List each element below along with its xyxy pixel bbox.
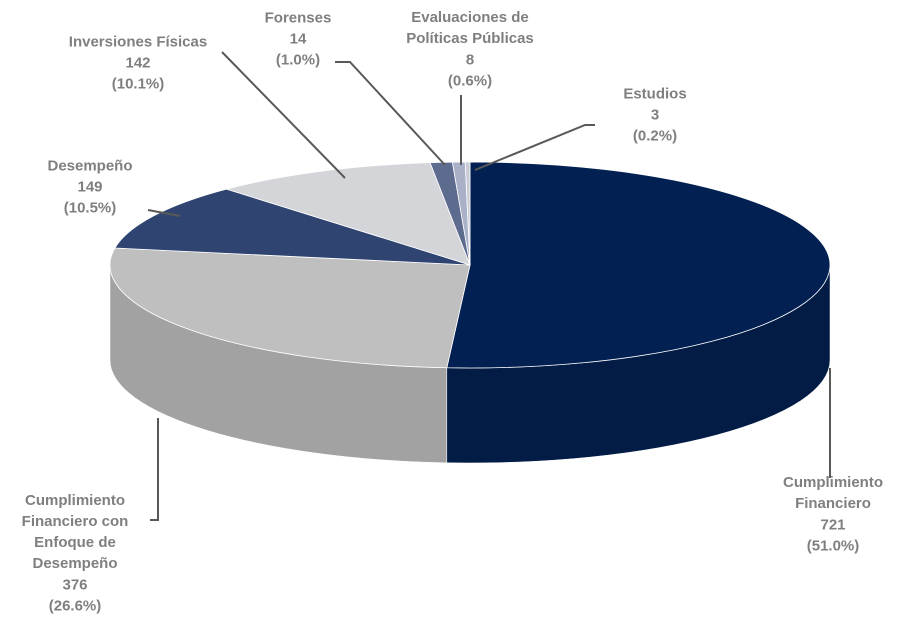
slice bbox=[114, 188, 471, 266]
label-name: Cumplimiento Financiero bbox=[783, 474, 883, 512]
slice bbox=[225, 162, 471, 266]
label-name: Evaluaciones de Políticas Públicas bbox=[406, 9, 534, 47]
label-percent: (10.1%) bbox=[112, 75, 165, 92]
label-name: Desempeño bbox=[47, 157, 132, 174]
label-name: Forenses bbox=[265, 9, 332, 26]
data-label: Inversiones Físicas 142 (10.1%) bbox=[69, 33, 207, 92]
label-percent: (0.2%) bbox=[633, 127, 677, 144]
label-percent: (1.0%) bbox=[276, 51, 320, 68]
data-label: Cumplimiento Financiero con Enfoque de Dese… bbox=[22, 492, 129, 614]
label-percent: (26.6%) bbox=[49, 597, 102, 614]
data-label: Forenses 14 (1.0%) bbox=[265, 9, 332, 68]
data-label: Estudios 3 (0.2%) bbox=[623, 85, 686, 144]
leader-line bbox=[221, 51, 346, 179]
label-value: 142 bbox=[125, 54, 150, 71]
label-value: 376 bbox=[62, 576, 87, 593]
label-percent: (0.6%) bbox=[448, 72, 492, 89]
data-label: Desempeño 149 (10.5%) bbox=[47, 157, 132, 216]
label-name: Inversiones Físicas bbox=[69, 33, 207, 50]
data-label: Evaluaciones de Políticas Públicas 8 (0.6%) bbox=[406, 9, 534, 89]
slice bbox=[109, 247, 471, 369]
label-value: 14 bbox=[290, 30, 307, 47]
leader-line bbox=[335, 61, 446, 166]
label-value: 721 bbox=[820, 516, 845, 533]
slice bbox=[464, 161, 471, 266]
label-name: Estudios bbox=[623, 85, 686, 102]
leader-line bbox=[150, 418, 159, 521]
slice bbox=[446, 161, 831, 369]
label-percent: (51.0%) bbox=[807, 537, 860, 554]
label-percent: (10.5%) bbox=[64, 199, 117, 216]
leader-line bbox=[474, 124, 595, 171]
label-value: 8 bbox=[466, 51, 474, 68]
label-value: 3 bbox=[651, 106, 659, 123]
leader-line bbox=[147, 209, 181, 217]
data-label: Cumplimiento Financiero 721 (51.0%) bbox=[783, 474, 883, 554]
label-value: 149 bbox=[77, 178, 102, 195]
label-name: Cumplimiento Financiero con Enfoque de Dese… bbox=[22, 492, 129, 572]
